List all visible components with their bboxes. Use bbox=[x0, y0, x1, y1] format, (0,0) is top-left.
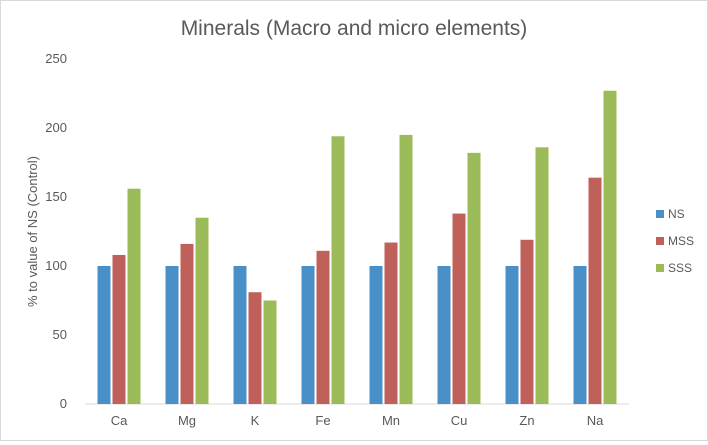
bar-sss-cu bbox=[467, 152, 481, 404]
bar-mss-fe bbox=[316, 250, 330, 404]
bar-mss-zn bbox=[520, 239, 534, 404]
y-tick-label: 250 bbox=[45, 51, 67, 66]
y-tick-label: 150 bbox=[45, 189, 67, 204]
bars bbox=[97, 90, 617, 405]
legend-label-mss: MSS bbox=[668, 234, 694, 248]
legend-swatch-sss bbox=[656, 264, 664, 272]
legend: NS MSS SSS bbox=[656, 207, 694, 275]
bar-ns-mn bbox=[369, 266, 383, 404]
chart-title: Minerals (Macro and micro elements) bbox=[181, 17, 528, 40]
x-tick-label: Na bbox=[587, 413, 604, 428]
y-tick-label: 50 bbox=[53, 327, 67, 342]
y-tick-label: 0 bbox=[60, 396, 67, 411]
bar-mss-cu bbox=[452, 213, 466, 404]
bar-sss-zn bbox=[535, 147, 549, 404]
bar-sss-k bbox=[263, 300, 277, 404]
bar-mss-ca bbox=[112, 254, 126, 404]
bar-sss-ca bbox=[127, 188, 141, 404]
x-axis-ticks: Ca Mg K Fe Mn Cu Zn Na bbox=[111, 413, 604, 428]
bar-mss-k bbox=[248, 292, 262, 404]
bar-ns-na bbox=[573, 266, 587, 404]
bar-ns-ca bbox=[97, 266, 111, 404]
legend-label-sss: SSS bbox=[668, 261, 692, 275]
bar-ns-mg bbox=[165, 266, 179, 404]
bar-ns-zn bbox=[505, 266, 519, 404]
bar-ns-fe bbox=[301, 266, 315, 404]
y-axis-label: % to value of NS (Control) bbox=[25, 156, 40, 307]
y-tick-label: 100 bbox=[45, 258, 67, 273]
y-axis-ticks: 0 50 100 150 200 250 bbox=[45, 51, 67, 411]
bar-mss-na bbox=[588, 177, 602, 404]
bar-sss-na bbox=[603, 90, 617, 405]
x-tick-label: Ca bbox=[111, 413, 128, 428]
bar-sss-mg bbox=[195, 217, 209, 404]
x-tick-label: Cu bbox=[451, 413, 468, 428]
bar-ns-cu bbox=[437, 266, 451, 404]
x-tick-label: Fe bbox=[315, 413, 330, 428]
legend-swatch-ns bbox=[656, 210, 664, 218]
x-tick-label: K bbox=[251, 413, 260, 428]
x-tick-label: Mn bbox=[382, 413, 400, 428]
legend-label-ns: NS bbox=[668, 207, 685, 221]
bar-sss-fe bbox=[331, 136, 345, 404]
legend-swatch-mss bbox=[656, 237, 664, 245]
y-tick-label: 200 bbox=[45, 120, 67, 135]
x-tick-label: Mg bbox=[178, 413, 196, 428]
bar-mss-mg bbox=[180, 243, 194, 404]
bar-mss-mn bbox=[384, 242, 398, 404]
bar-ns-k bbox=[233, 266, 247, 404]
x-tick-label: Zn bbox=[519, 413, 534, 428]
bar-sss-mn bbox=[399, 134, 413, 404]
